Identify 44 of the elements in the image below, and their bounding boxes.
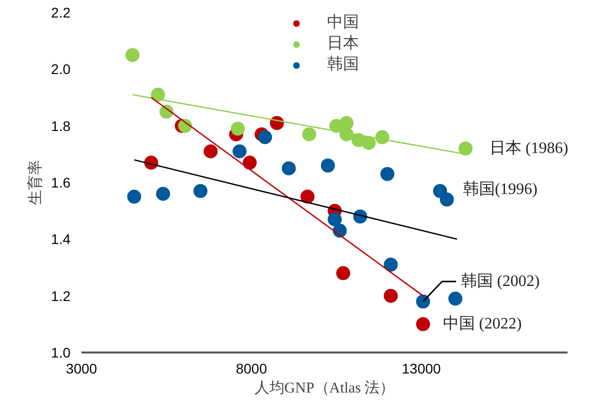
point [328, 212, 342, 226]
y-axis-title: 生育率 [27, 160, 44, 205]
y-tick-label: 2.2 [51, 4, 71, 20]
point [380, 167, 394, 181]
y-tick-label: 1.6 [51, 174, 71, 190]
point [448, 292, 462, 306]
point [362, 136, 376, 150]
y-tick-label: 1.2 [51, 288, 71, 304]
point [336, 266, 350, 280]
point [258, 130, 272, 144]
x-tick-label: 3000 [66, 360, 98, 376]
point [302, 127, 316, 142]
point [242, 156, 257, 170]
point [125, 48, 140, 62]
point [320, 158, 335, 172]
point [440, 192, 454, 206]
y-tick-label: 1.0 [51, 344, 71, 360]
point [230, 122, 245, 136]
point [127, 190, 142, 204]
annotation: 中国 (2022) [443, 314, 522, 333]
annotation: 日本 (1986) [490, 139, 568, 157]
point [204, 144, 218, 158]
x-axis-title: 人均GNP（Atlas 法） [254, 380, 395, 396]
point [156, 186, 170, 201]
x-tick-label: 8000 [236, 360, 268, 376]
point [300, 190, 315, 204]
legend-label: 日本 [327, 34, 359, 54]
point [193, 184, 208, 198]
y-tick-label: 1.8 [51, 118, 71, 134]
point [282, 161, 296, 176]
point [416, 317, 430, 332]
point [416, 294, 430, 308]
x-tick-label: 13000 [402, 360, 442, 376]
annotation: 韩国(1996) [462, 180, 538, 198]
point [458, 142, 473, 156]
y-tick-label: 1.4 [51, 231, 71, 248]
point [232, 144, 247, 158]
legend-label: 中国 [327, 12, 359, 33]
point [340, 116, 354, 130]
point [384, 288, 398, 303]
point [384, 258, 398, 272]
y-tick-label: 2.0 [51, 61, 71, 78]
legend-label: 韩国 [327, 54, 359, 75]
annotation: 韩国 (2002) [461, 272, 540, 290]
